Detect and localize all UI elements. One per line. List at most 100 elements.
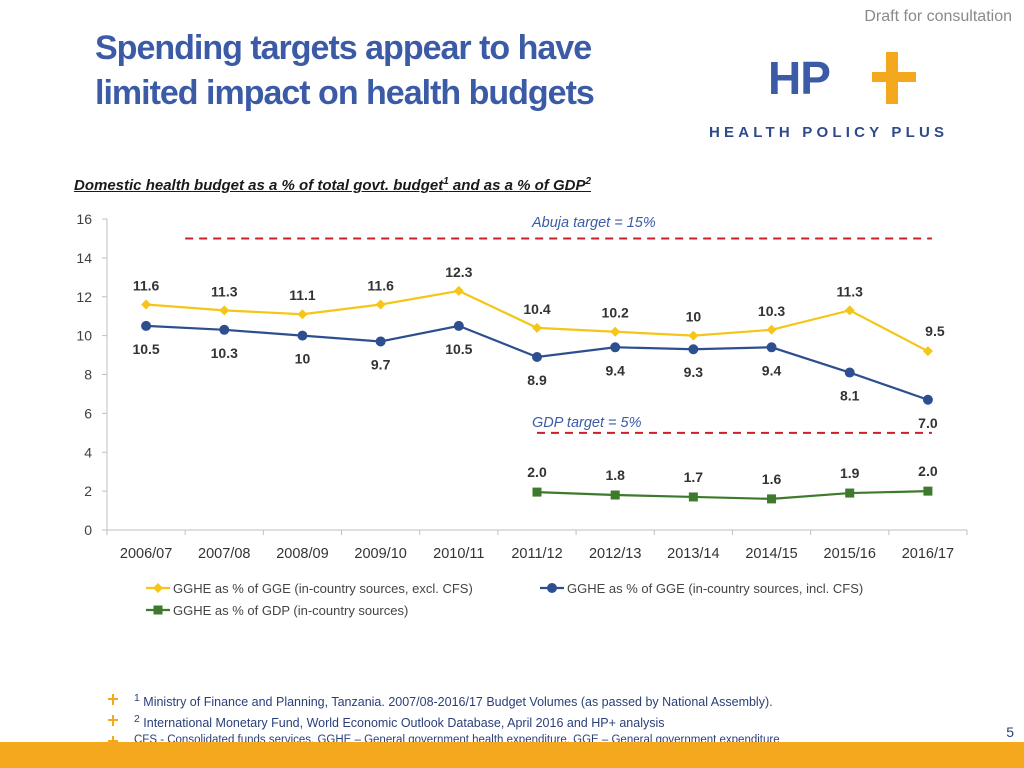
data-label-incl-cfs: 9.7 <box>371 356 391 372</box>
abuja-target-label: Abuja target = 15% <box>531 215 656 231</box>
data-label-excl-cfs: 9.5 <box>925 323 945 339</box>
data-label-excl-cfs: 11.1 <box>289 287 316 303</box>
x-tick-label: 2009/10 <box>354 546 406 562</box>
data-point-diamond <box>453 285 464 296</box>
gdp-target-label: GDP target = 5% <box>532 415 642 431</box>
data-label-excl-cfs: 11.6 <box>367 278 394 294</box>
series-line <box>536 490 928 501</box>
x-tick-label: 2011/12 <box>511 546 562 562</box>
data-point-diamond <box>688 330 699 341</box>
footnote-1-sup: 1 <box>134 693 140 704</box>
y-tick-label: 16 <box>76 211 92 227</box>
data-point-circle <box>219 324 230 335</box>
x-tick-label: 2016/17 <box>902 546 954 562</box>
data-label-incl-cfs: 10.3 <box>211 345 238 361</box>
legend-marker-square <box>153 605 163 615</box>
data-label-excl-cfs: 11.3 <box>211 283 238 299</box>
data-label-incl-cfs: 10.5 <box>132 341 159 357</box>
page-title: Spending targets appear to have limited … <box>95 26 595 116</box>
data-label-excl-cfs: 12.3 <box>445 264 472 280</box>
data-point-diamond <box>297 309 308 320</box>
legend-label: GGHE as % of GGE (in-country sources, ex… <box>173 581 473 596</box>
data-label-gdp: 2.0 <box>527 464 547 480</box>
plus-icon <box>872 52 916 104</box>
data-point-diamond <box>844 305 855 316</box>
data-label-excl-cfs: 11.6 <box>133 278 160 294</box>
data-point-diamond <box>219 305 230 316</box>
legend-label: GGHE as % of GDP (in-country sources) <box>173 603 408 618</box>
y-tick-label: 10 <box>76 328 92 344</box>
plus-bullet-icon <box>108 715 118 727</box>
data-point-diamond <box>766 324 777 335</box>
data-point-circle <box>922 394 933 405</box>
data-point-circle <box>844 367 855 378</box>
data-label-excl-cfs: 10.2 <box>602 305 629 321</box>
data-point-circle <box>766 342 777 353</box>
data-point-square <box>845 488 855 498</box>
data-point-circle <box>141 320 152 331</box>
data-label-incl-cfs: 8.1 <box>840 388 860 404</box>
y-tick-label: 6 <box>84 405 92 421</box>
data-label-incl-cfs: 10.5 <box>445 341 472 357</box>
page-number: 5 <box>1006 724 1014 740</box>
data-label-incl-cfs: 8.9 <box>527 372 547 388</box>
title-line-1: Spending targets appear to have <box>95 29 592 67</box>
x-tick-label: 2012/13 <box>589 546 641 562</box>
data-point-square <box>923 486 933 496</box>
data-point-circle <box>297 330 308 341</box>
data-label-gdp: 1.9 <box>840 465 860 481</box>
data-point-circle <box>610 342 621 353</box>
data-point-square <box>532 487 542 497</box>
footnote-1-text: Ministry of Finance and Planning, Tanzan… <box>143 695 773 710</box>
x-tick-label: 2010/11 <box>433 546 484 562</box>
series-line <box>146 324 929 401</box>
data-label-excl-cfs: 10 <box>686 309 702 325</box>
subtitle-part-2: and as a % of GDP <box>448 177 586 194</box>
x-tick-label: 2007/08 <box>198 546 250 562</box>
footnote-2-sup: 2 <box>134 714 140 726</box>
y-tick-label: 12 <box>76 289 92 305</box>
data-point-circle <box>375 336 386 347</box>
data-point-diamond <box>375 299 386 310</box>
data-label-incl-cfs: 7.0 <box>918 415 938 431</box>
footnote-2-text: International Monetary Fund, World Econo… <box>143 716 665 731</box>
data-point-circle <box>453 320 464 331</box>
line-chart: 0 2 4 6 8 10 12 14 16 2006/07 2007/08 2008/09 2009/1… <box>76 211 968 618</box>
data-label-gdp: 1.8 <box>605 467 625 483</box>
data-label-gdp: 2.0 <box>918 463 938 479</box>
x-tick-label: 2015/16 <box>824 546 876 562</box>
data-point-diamond <box>532 322 542 333</box>
y-tick-label: 8 <box>84 367 92 383</box>
data-point-square <box>767 494 777 504</box>
logo-mark: HP <box>768 52 831 104</box>
data-label-gdp: 1.7 <box>684 469 704 485</box>
data-point-circle <box>688 344 699 355</box>
x-tick-label: 2008/09 <box>276 546 328 562</box>
title-line-2: limited impact on health budgets <box>95 74 595 112</box>
data-label-excl-cfs: 11.3 <box>836 283 863 299</box>
subtitle-part-1: Domestic health budget as a % of total g… <box>74 177 444 194</box>
data-label-incl-cfs: 9.4 <box>762 362 782 378</box>
y-tick-label: 4 <box>84 444 92 460</box>
data-point-circle <box>532 352 542 363</box>
data-point-square <box>610 490 620 500</box>
data-label-gdp: 1.6 <box>762 471 782 487</box>
footnotes: 1 Ministry of Finance and Planning, Tanz… <box>108 690 988 749</box>
legend-label: GGHE as % of GGE (in-country sources, in… <box>567 581 863 596</box>
legend-marker-diamond <box>153 583 163 593</box>
hp-plus-logo: HP HEALTH POLICY PLUS <box>706 48 966 144</box>
x-tick-label: 2014/15 <box>745 546 797 562</box>
chart-subtitle: Domestic health budget as a % of total g… <box>74 176 591 194</box>
x-tick-label: 2006/07 <box>120 546 172 562</box>
plus-bullet-icon <box>108 694 118 705</box>
data-label-incl-cfs: 9.4 <box>605 362 625 378</box>
subtitle-sup-2: 2 <box>585 176 592 187</box>
data-point-square <box>688 492 698 502</box>
data-point-diamond <box>141 299 152 310</box>
plus-bullet-icon <box>108 736 118 748</box>
data-label-excl-cfs: 10.3 <box>758 303 785 319</box>
y-tick-label: 0 <box>84 522 92 538</box>
subtitle-sup-1: 1 <box>443 176 449 187</box>
bottom-accent-bar <box>0 742 1024 768</box>
legend-marker-circle <box>547 583 557 593</box>
